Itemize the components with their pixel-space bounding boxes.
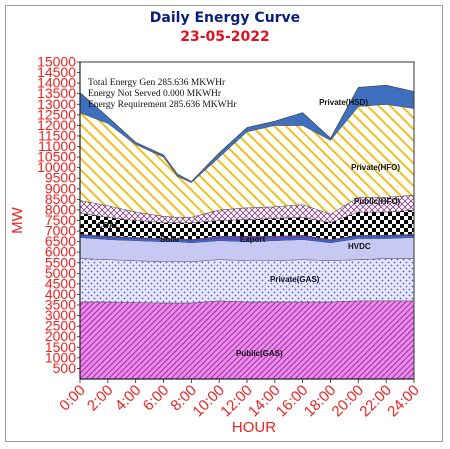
x-tick-label: 24:00 [384,382,423,421]
y-tick-label: 500 [53,360,77,376]
area-public-gas [79,300,415,380]
y-tick-label: 13500 [37,85,76,101]
x-tick-label: 2:00 [84,382,117,415]
y-tick-label: 10000 [37,159,76,175]
chart-frame [5,5,443,442]
summary-annotation: Total Energy Gen 285.636 MKWHr [88,78,226,88]
area-edge [79,84,415,182]
y-tick-label: 9500 [45,170,76,186]
y-tick-label: 4000 [45,286,76,302]
y-tick-label: 3000 [45,307,76,323]
y-tick-label: 1500 [45,339,76,355]
chart-subtitle: 23-05-2022 [180,29,270,45]
x-axis-title: HOUR [232,419,276,436]
y-tick-label: 2000 [45,328,76,344]
y-tick-label: 12000 [37,117,76,133]
series-label: Private(HFO) [351,163,400,172]
y-tick-label: 13000 [37,96,76,112]
y-tick-label: 11000 [38,138,76,154]
summary-annotation: Energy Requirement 285.636 MKWHr [88,100,237,110]
y-tick-label: 14500 [37,64,76,80]
y-tick-label: 6000 [45,244,76,260]
y-tick-label: 1000 [45,349,76,365]
x-tick-label: 0:00 [56,382,89,415]
y-tick-label: 14000 [37,75,76,91]
y-tick-label: 15000 [37,54,76,70]
y-tick-label: 5000 [45,265,76,281]
y-tick-label: 6500 [45,233,76,249]
y-tick-label: 11500 [38,127,76,143]
y-tick-label: 7000 [45,223,76,239]
y-tick-label: 2500 [45,318,76,334]
y-tick-label: 4500 [45,275,76,291]
series-label: Private(HSD) [319,98,368,107]
series-label: Solar [160,235,180,244]
y-tick-label: 8000 [45,201,76,217]
series-label: HVDC [348,242,371,251]
x-tick-label: 6:00 [140,382,173,415]
chart-title: Daily Energy Curve [149,10,301,26]
series-label: Public(HFO) [354,197,401,206]
x-tick-label: 4:00 [112,382,145,415]
series-label: COAL [97,221,120,230]
y-axis-title: MW [9,206,26,233]
y-tick-label: 5500 [45,254,76,270]
series-label: Public(GAS) [236,349,283,358]
y-tick-label: 3500 [45,297,76,313]
area-private-gas [79,258,415,304]
y-tick-label: 7500 [45,212,76,228]
series-label: Private(GAS) [270,275,320,284]
y-tick-label: 12500 [37,106,76,122]
series-label: Export [240,235,266,244]
y-tick-label: 10500 [37,149,76,165]
y-tick-label: 8500 [45,191,76,207]
y-tick-label: 9000 [45,180,76,196]
summary-annotation: Energy Not Served 0.000 MKWHr [88,89,222,99]
